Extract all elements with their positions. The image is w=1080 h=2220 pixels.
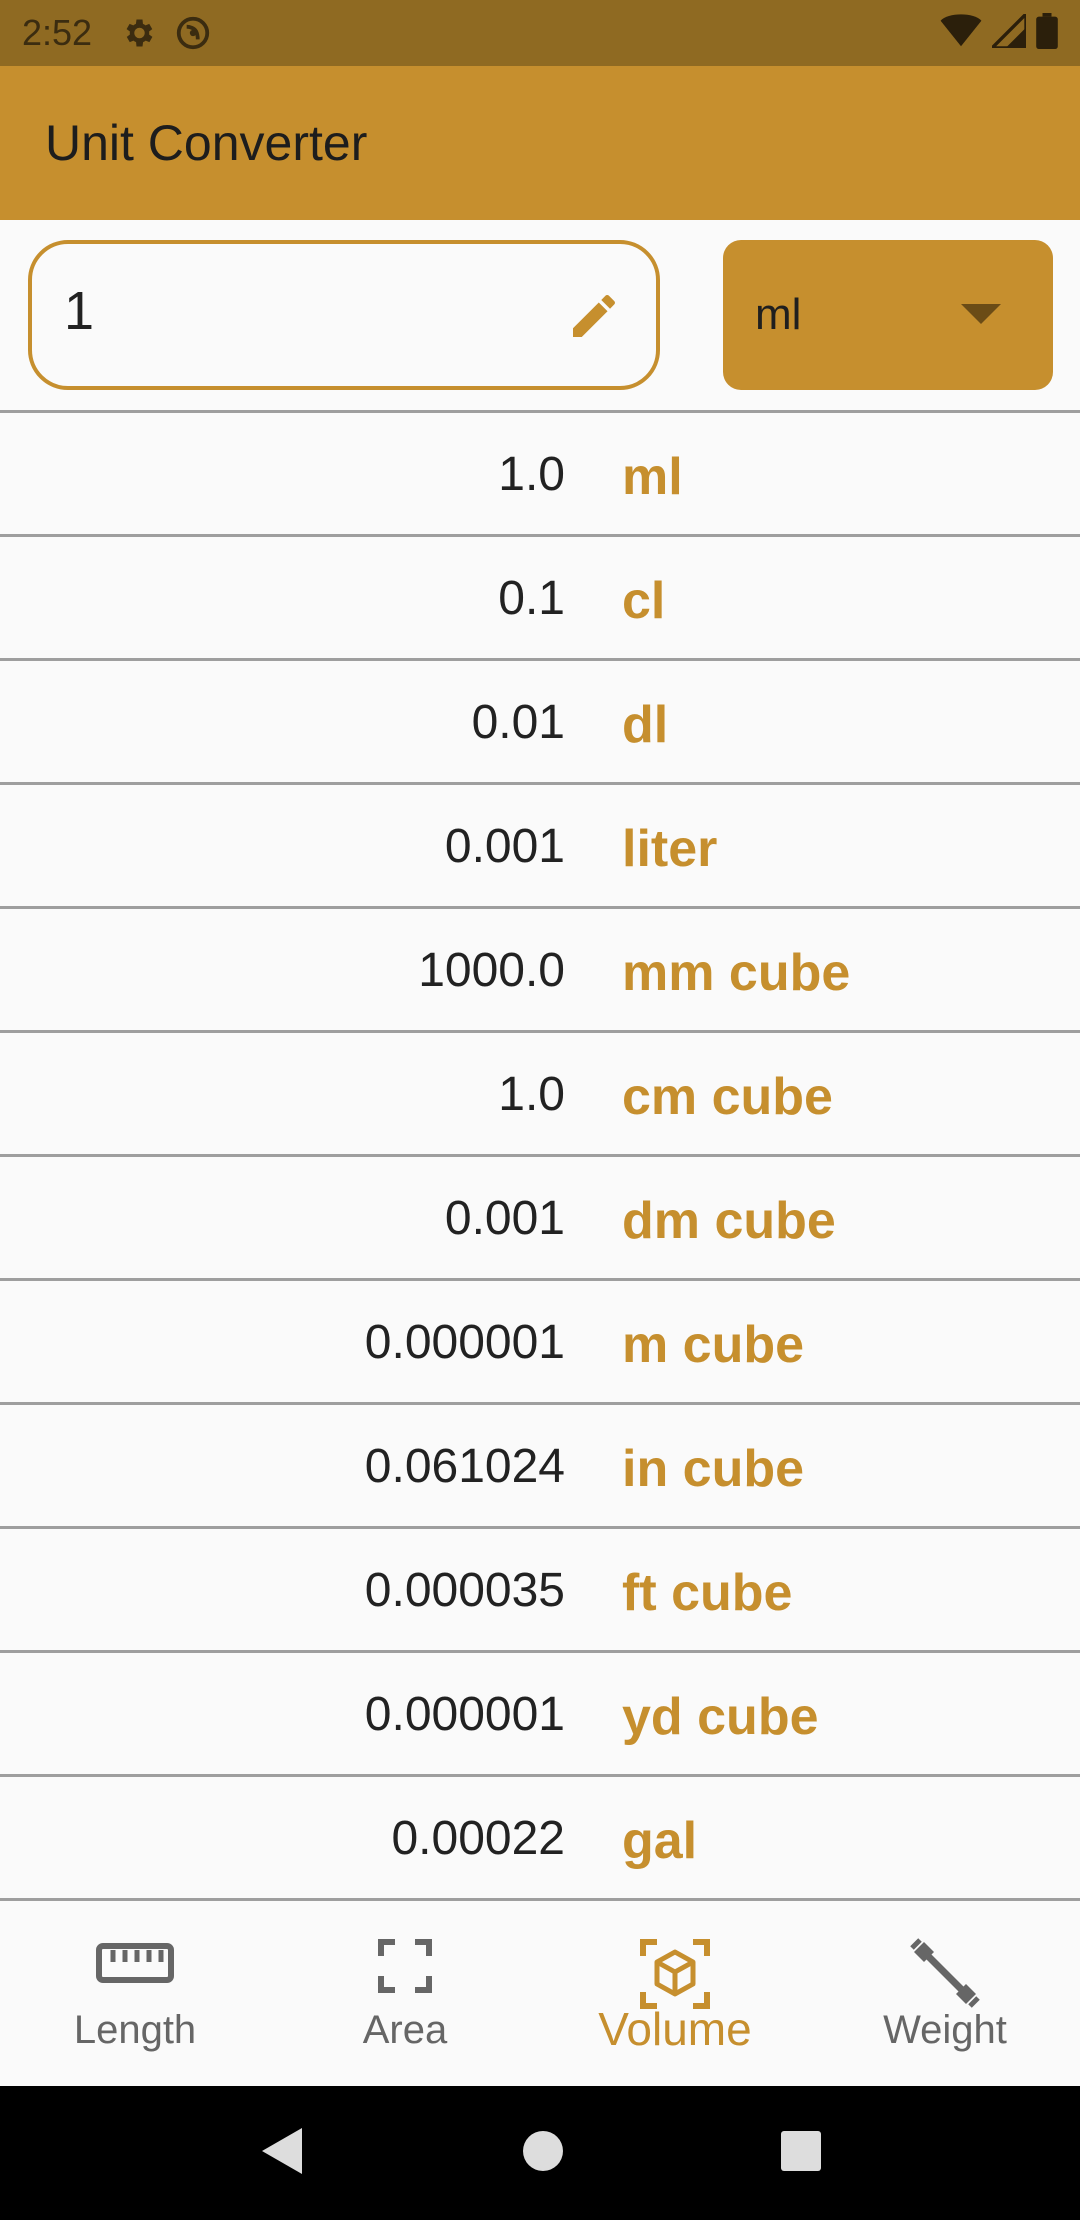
result-value: 0.1 bbox=[498, 572, 565, 625]
dumbbell-icon bbox=[910, 1938, 980, 2013]
result-value: 0.000001 bbox=[364, 1688, 565, 1741]
gear-icon bbox=[120, 15, 156, 51]
tab-volume[interactable]: Volume bbox=[540, 1908, 810, 2086]
result-value: 0.000001 bbox=[364, 1316, 565, 1369]
result-value: 1.0 bbox=[498, 448, 565, 501]
list-item: 0.01 dl bbox=[0, 658, 1080, 782]
cube-icon bbox=[639, 1938, 711, 2015]
list-item: 1.0 ml bbox=[0, 410, 1080, 534]
tab-area[interactable]: Area bbox=[270, 1908, 540, 2086]
result-value: 0.001 bbox=[444, 1192, 565, 1245]
do-not-disturb-icon bbox=[174, 14, 212, 52]
result-value: 0.01 bbox=[471, 696, 565, 749]
tab-area-label: Area bbox=[362, 2008, 448, 2052]
tab-length[interactable]: Length bbox=[0, 1908, 270, 2086]
value-input-text[interactable]: 1 bbox=[64, 281, 95, 341]
list-item: 0.1 cl bbox=[0, 534, 1080, 658]
result-unit: ft cube bbox=[622, 1564, 793, 1622]
results-list: 1.0 ml 0.1 cl 0.01 dl 0.001 liter 1000.0… bbox=[0, 410, 1080, 1901]
recents-icon[interactable] bbox=[780, 2130, 822, 2177]
tab-weight[interactable]: Weight bbox=[810, 1908, 1080, 2086]
result-unit: m cube bbox=[622, 1316, 805, 1374]
system-nav-bar bbox=[0, 2086, 1080, 2220]
status-bar: 2:52 bbox=[0, 0, 1080, 66]
edit-pencil-icon[interactable] bbox=[566, 288, 622, 349]
app-bar: Unit Converter bbox=[0, 66, 1080, 220]
value-input[interactable]: 1 bbox=[28, 240, 660, 390]
result-value: 0.00022 bbox=[391, 1812, 565, 1865]
list-item: 0.00022 gal bbox=[0, 1774, 1080, 1898]
list-item: 1000.0 mm cube bbox=[0, 906, 1080, 1030]
tab-length-label: Length bbox=[73, 2008, 197, 2052]
result-unit: cm cube bbox=[622, 1068, 833, 1126]
list-item: 0.001 dm cube bbox=[0, 1154, 1080, 1278]
result-unit: liter bbox=[622, 820, 718, 878]
result-unit: dm cube bbox=[622, 1192, 836, 1250]
bottom-nav: Length Area Volume Weight bbox=[0, 1908, 1080, 2086]
list-item: 0.061024 in cube bbox=[0, 1402, 1080, 1526]
result-unit: mm cube bbox=[622, 944, 851, 1002]
list-item: 0.000001 m cube bbox=[0, 1278, 1080, 1402]
tab-weight-label: Weight bbox=[883, 2008, 1007, 2052]
result-unit: in cube bbox=[622, 1440, 805, 1498]
signal-icon bbox=[987, 9, 1028, 53]
back-icon[interactable] bbox=[258, 2126, 306, 2181]
result-unit: ml bbox=[622, 448, 683, 506]
list-divider bbox=[0, 1898, 1080, 1901]
caret-down-icon bbox=[961, 304, 1001, 331]
result-value: 0.001 bbox=[444, 820, 565, 873]
battery-icon bbox=[1036, 12, 1058, 54]
unit-dropdown[interactable]: ml bbox=[723, 240, 1053, 390]
result-value: 0.000035 bbox=[364, 1564, 565, 1617]
list-item: 1.0 cm cube bbox=[0, 1030, 1080, 1154]
list-item: 0.000035 ft cube bbox=[0, 1526, 1080, 1650]
result-value: 1000.0 bbox=[418, 944, 565, 997]
list-item: 0.000001 yd cube bbox=[0, 1650, 1080, 1774]
unit-dropdown-value: ml bbox=[755, 290, 802, 339]
result-unit: dl bbox=[622, 696, 669, 754]
result-unit: cl bbox=[622, 572, 666, 630]
app-title: Unit Converter bbox=[45, 115, 368, 171]
wifi-icon bbox=[940, 13, 982, 53]
ruler-icon bbox=[95, 1938, 175, 1993]
result-unit: gal bbox=[622, 1812, 698, 1870]
result-value: 0.061024 bbox=[364, 1440, 565, 1493]
area-frame-icon bbox=[377, 1938, 433, 1999]
result-value: 1.0 bbox=[498, 1068, 565, 1121]
result-unit: yd cube bbox=[622, 1688, 819, 1746]
home-icon[interactable] bbox=[521, 2129, 565, 2178]
status-time: 2:52 bbox=[22, 12, 93, 53]
list-item: 0.001 liter bbox=[0, 782, 1080, 906]
tab-volume-label: Volume bbox=[598, 2003, 752, 2055]
